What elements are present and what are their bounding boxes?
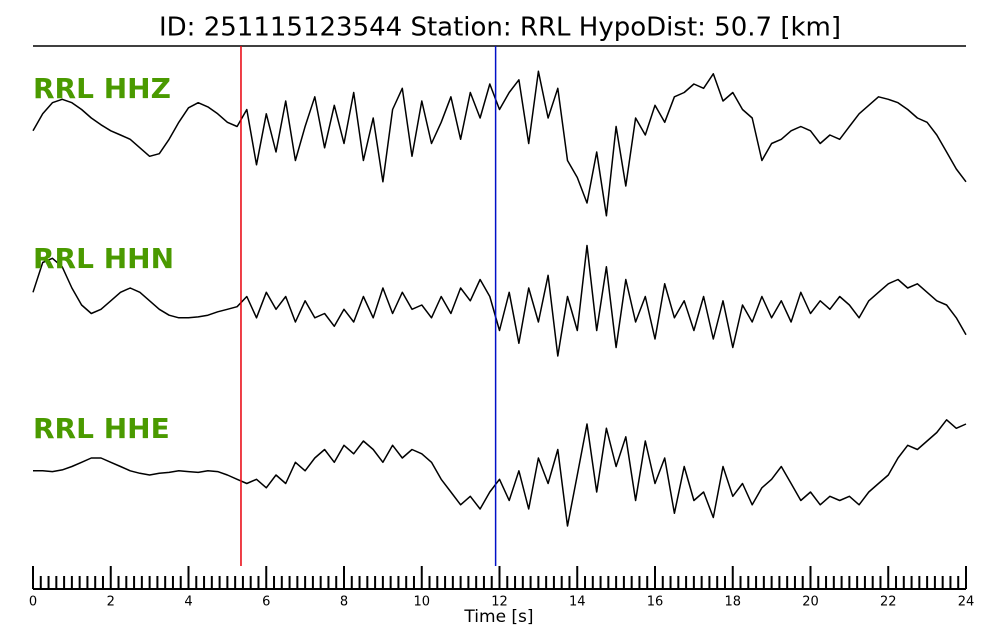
- x-tick-label: 22: [880, 595, 897, 610]
- trace: [32, 244, 967, 357]
- x-axis-label: Time [s]: [463, 607, 533, 627]
- x-tick-label: 4: [184, 595, 192, 610]
- x-tick-label: 24: [958, 595, 975, 610]
- x-tick-label: 10: [413, 595, 430, 610]
- trace-label: RRL HHZ: [33, 72, 171, 105]
- x-tick-label: 12: [491, 595, 508, 610]
- x-tick-label: 8: [340, 595, 348, 610]
- chart-title: ID: 251115123544 Station: RRL HypoDist: …: [159, 13, 841, 43]
- x-tick-label: 14: [569, 595, 586, 610]
- x-tick-label: 20: [802, 595, 819, 610]
- x-tick-label: 2: [107, 595, 115, 610]
- x-tick-label: 16: [647, 595, 664, 610]
- trace: [33, 419, 967, 527]
- x-tick-label: 6: [262, 595, 270, 610]
- trace-label: RRL HHN: [33, 242, 174, 275]
- trace: [32, 70, 967, 217]
- trace-label: RRL HHE: [33, 412, 170, 445]
- x-tick-label: 0: [29, 595, 37, 610]
- x-tick-label: 18: [724, 595, 741, 610]
